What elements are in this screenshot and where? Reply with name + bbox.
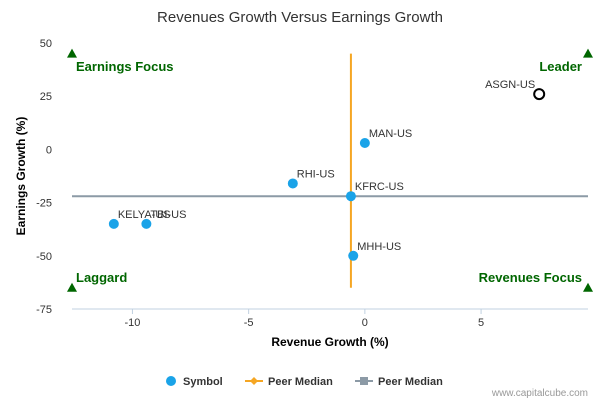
quadrant-marker-bottom-left: [67, 282, 77, 292]
data-point[interactable]: [533, 88, 546, 101]
x-tick-label: -10: [124, 317, 140, 329]
data-point-label: KFRC-US: [355, 181, 404, 193]
data-points: [108, 88, 546, 261]
credit-text: www.capitalcube.com: [491, 388, 588, 399]
y-axis-title: Earnings Growth (%): [14, 117, 28, 236]
legend-horizontal-median-label[interactable]: Peer Median: [378, 376, 443, 388]
data-point[interactable]: [108, 218, 119, 229]
peer-median-lines: [72, 53, 588, 288]
quadrant-label-laggard: Laggard: [76, 270, 127, 285]
x-tick-label: 0: [362, 317, 368, 329]
data-point-label: KELYA-US: [118, 209, 171, 221]
legend-symbol-label[interactable]: Symbol: [183, 376, 223, 388]
quadrant-marker-top-left: [67, 48, 77, 58]
data-point[interactable]: [287, 178, 298, 189]
data-point-label: MAN-US: [369, 128, 412, 140]
y-tick-label: -50: [36, 251, 52, 263]
quadrant-marker-bottom-right: [583, 282, 593, 292]
y-tick-label: -25: [36, 198, 52, 210]
y-tick-label: 0: [46, 144, 52, 156]
data-point[interactable]: [359, 138, 370, 149]
legend-symbol-marker[interactable]: [166, 376, 176, 386]
quadrant-label-revenues-focus: Revenues Focus: [479, 270, 582, 285]
legend-vertical-median-marker[interactable]: [250, 377, 258, 385]
y-tick-label: -75: [36, 304, 52, 316]
x-tick-label: 5: [478, 317, 484, 329]
quadrant-markers: [67, 48, 593, 292]
data-point-label: RHI-US: [297, 168, 335, 180]
chart-title: Revenues Growth Versus Earnings Growth: [157, 9, 443, 26]
x-axis-ticks: -10 -5 0 5: [124, 309, 484, 329]
quadrant-marker-top-right: [583, 48, 593, 58]
x-tick-label: -5: [244, 317, 254, 329]
data-point-label: ASGN-US: [485, 79, 535, 91]
data-point-label: MHH-US: [357, 241, 401, 253]
y-tick-label: 50: [40, 38, 52, 50]
x-axis-title: Revenue Growth (%): [271, 335, 388, 349]
data-point[interactable]: [345, 191, 356, 202]
legend-vertical-median-label[interactable]: Peer Median: [268, 376, 333, 388]
quadrant-label-leader: Leader: [539, 59, 582, 74]
y-tick-label: 25: [40, 91, 52, 103]
data-point[interactable]: [141, 218, 152, 229]
data-point[interactable]: [348, 250, 359, 261]
legend: Symbol Peer Median Peer Median: [166, 376, 443, 388]
y-axis-ticks: 50 25 0 -25 -50 -75: [36, 38, 52, 316]
legend-horizontal-median-marker[interactable]: [360, 377, 368, 385]
data-point-label: TBI-US: [150, 209, 186, 221]
quadrant-label-earnings-focus: Earnings Focus: [76, 59, 174, 74]
data-point-labels: ASGN-US MAN-US RHI-US KFRC-US MHH-US KELYA-US…: [118, 79, 535, 253]
